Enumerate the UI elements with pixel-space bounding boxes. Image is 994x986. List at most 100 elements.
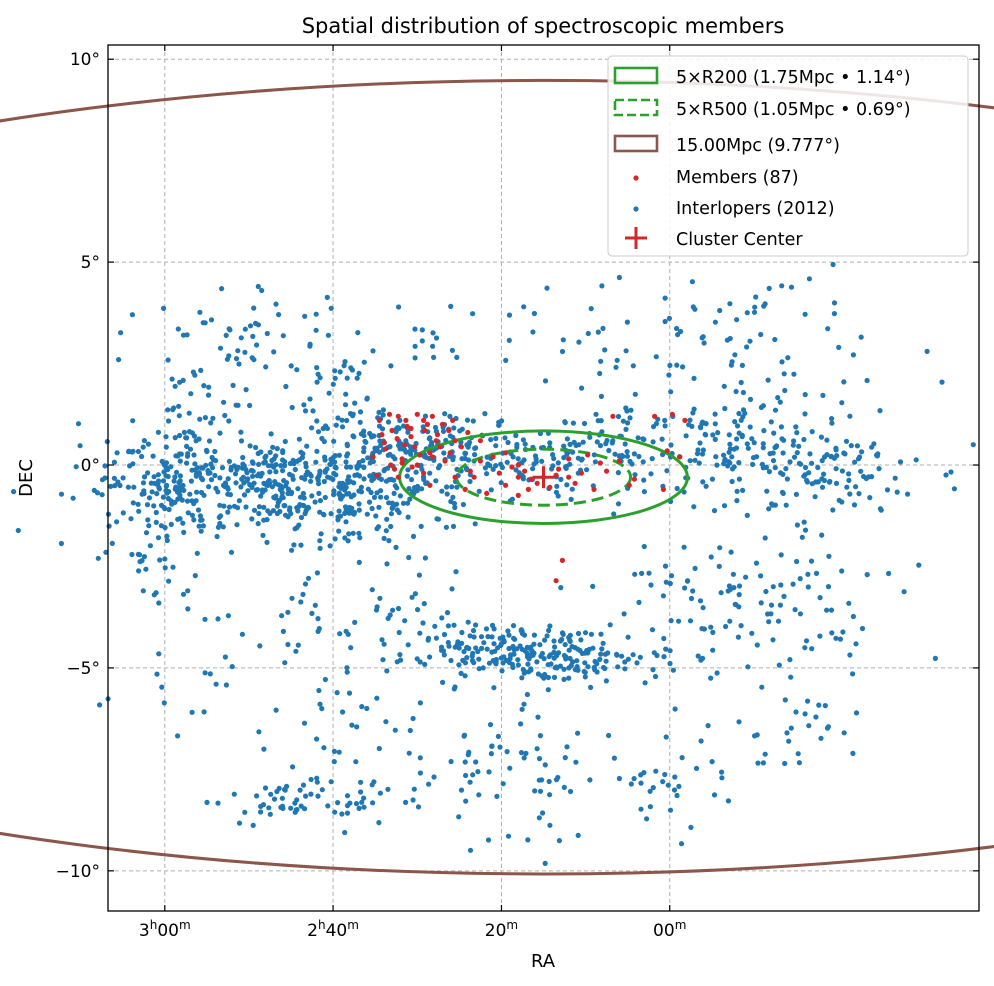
interloper-point <box>528 666 534 672</box>
interloper-point <box>356 805 362 812</box>
interloper-point <box>289 547 295 553</box>
interloper-point <box>782 697 788 703</box>
interloper-point <box>621 611 627 617</box>
interloper-point <box>356 559 362 566</box>
interloper-point <box>697 440 703 446</box>
interloper-point <box>505 833 512 839</box>
interloper-point <box>314 779 320 785</box>
interloper-point <box>616 775 623 782</box>
interloper-point <box>261 517 267 523</box>
interloper-point <box>143 530 150 536</box>
interloper-point <box>519 675 525 681</box>
interloper-point <box>191 517 197 523</box>
interloper-point <box>525 661 531 667</box>
interloper-point <box>603 678 610 684</box>
interloper-point <box>328 305 334 311</box>
interloper-point <box>339 811 345 817</box>
interloper-point <box>242 326 248 332</box>
interloper-point <box>567 637 573 644</box>
interloper-point <box>853 641 859 647</box>
interloper-point <box>196 523 202 529</box>
interloper-point <box>292 466 298 473</box>
interloper-point <box>828 454 834 460</box>
interloper-point <box>489 622 496 629</box>
interloper-point <box>173 484 179 490</box>
interloper-point <box>351 434 357 440</box>
interloper-point <box>292 526 298 532</box>
interloper-point <box>485 461 491 467</box>
interloper-point <box>802 527 809 533</box>
interloper-point <box>568 496 574 502</box>
interloper-point <box>379 637 385 643</box>
interloper-point <box>215 616 221 622</box>
legend-box <box>607 55 969 257</box>
interloper-point <box>790 581 796 587</box>
interloper-point <box>560 337 566 343</box>
interloper-point <box>623 426 629 432</box>
interloper-point <box>847 652 853 658</box>
interloper-point <box>765 611 771 617</box>
interloper-point <box>653 421 660 427</box>
interloper-point <box>234 522 240 528</box>
interloper-point <box>384 668 390 674</box>
interloper-point <box>162 525 168 531</box>
member-point <box>496 470 502 476</box>
interloper-point <box>269 484 275 490</box>
interloper-point <box>526 656 532 662</box>
interloper-point <box>482 411 488 417</box>
interloper-point <box>700 447 707 453</box>
interloper-point <box>805 584 811 590</box>
interloper-point <box>561 455 567 461</box>
interloper-point <box>510 623 517 629</box>
interloper-point <box>206 484 212 490</box>
interloper-point <box>221 503 227 509</box>
interloper-point <box>458 787 465 793</box>
interloper-point <box>195 465 201 471</box>
interloper-point <box>226 458 232 464</box>
interloper-point <box>345 538 351 544</box>
interloper-point <box>858 334 864 340</box>
interloper-point <box>662 295 668 301</box>
interloper-point <box>847 491 853 497</box>
interloper-point <box>841 379 847 385</box>
interloper-point <box>395 605 402 612</box>
interloper-point <box>523 750 529 757</box>
interloper-point <box>518 721 524 727</box>
interloper-point <box>328 510 334 517</box>
interloper-point <box>769 502 776 508</box>
member-point <box>462 486 468 492</box>
member-point <box>421 417 427 423</box>
interloper-point <box>256 510 262 517</box>
interloper-point <box>807 451 813 457</box>
interloper-point <box>729 359 735 365</box>
interloper-point <box>344 491 350 497</box>
interloper-point <box>578 457 585 463</box>
interloper-point <box>396 442 402 449</box>
interloper-point <box>146 523 152 529</box>
interloper-point <box>536 777 542 783</box>
interloper-point <box>485 837 492 843</box>
interloper-point <box>164 537 170 544</box>
interloper-point <box>581 420 588 427</box>
interloper-point <box>545 687 551 693</box>
interloper-point <box>462 673 468 679</box>
interloper-point <box>206 438 213 444</box>
legend: 5×R200 (1.75Mpc • 1.14°) 5×R500 (1.05Mpc… <box>607 55 969 257</box>
interloper-point <box>802 645 808 651</box>
interloper-point <box>609 440 615 446</box>
interloper-point <box>475 769 481 775</box>
interloper-point <box>833 447 839 453</box>
interloper-point <box>733 602 739 608</box>
interloper-point <box>790 442 796 448</box>
interloper-point <box>430 330 436 336</box>
member-point <box>572 480 578 486</box>
interloper-point <box>505 628 511 634</box>
interloper-point <box>611 755 618 761</box>
interloper-point <box>732 352 738 358</box>
interloper-point <box>258 493 264 499</box>
interloper-point <box>588 631 595 637</box>
interloper-point <box>652 673 659 680</box>
interloper-point <box>314 379 320 385</box>
member-point <box>389 427 395 434</box>
interloper-point <box>850 352 857 358</box>
